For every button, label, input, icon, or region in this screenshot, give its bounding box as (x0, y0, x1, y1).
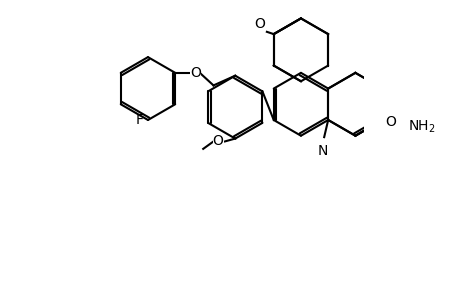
Text: F: F (135, 113, 143, 127)
Text: NH$_2$: NH$_2$ (408, 119, 435, 135)
Text: O: O (190, 66, 200, 80)
Text: N: N (317, 144, 327, 158)
Text: O: O (385, 115, 396, 129)
Text: O: O (212, 134, 223, 148)
Text: O: O (254, 17, 264, 31)
